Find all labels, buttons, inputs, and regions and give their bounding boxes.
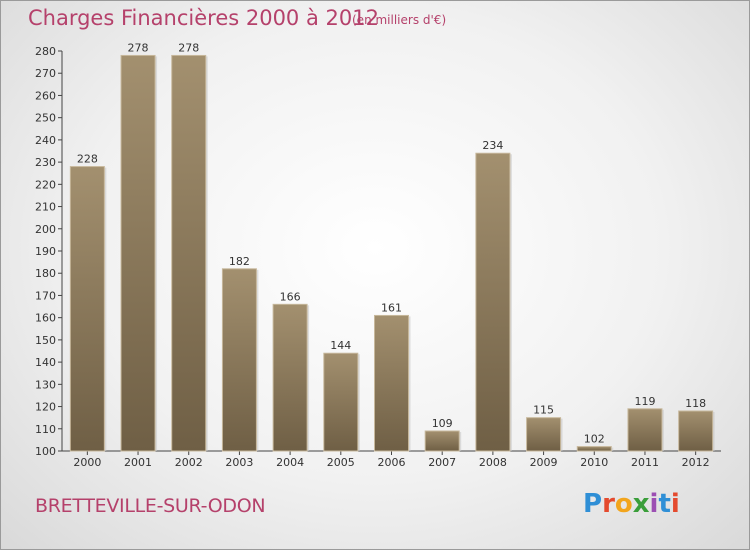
x-tick-label: 2006 (378, 456, 406, 469)
proxiti-logo[interactable]: Proxiti (583, 489, 680, 519)
logo-letter: i (670, 489, 680, 519)
value-label: 115 (533, 404, 554, 417)
bar-2000[interactable] (69, 166, 105, 452)
value-label: 228 (77, 153, 98, 166)
value-label: 234 (482, 139, 503, 152)
y-tick-label: 120 (35, 401, 56, 414)
y-tick-label: 220 (35, 178, 56, 191)
chart-title: Charges Financières 2000 à 2012 (28, 6, 379, 30)
bar-2006[interactable] (374, 314, 409, 452)
bar-2010[interactable] (576, 446, 612, 452)
y-tick-label: 270 (35, 67, 56, 80)
x-tick-label: 2009 (530, 456, 558, 469)
x-tick-label: 2011 (631, 456, 659, 469)
chart-subtitle: (en milliers d'€) (352, 13, 447, 27)
y-tick-label: 170 (35, 289, 56, 302)
x-tick-label: 2003 (225, 456, 253, 469)
logo-letter: t (658, 489, 671, 519)
bar-2003[interactable] (221, 268, 257, 452)
value-label: 109 (432, 417, 453, 430)
y-tick-label: 130 (35, 378, 56, 391)
bar-2008[interactable] (475, 152, 511, 452)
y-axis: 100 110 120 130 140 150 160 170 180 190 200 210 220 2… (35, 45, 63, 458)
y-tick-label: 190 (35, 245, 56, 258)
value-label: 119 (634, 395, 655, 408)
bar-2005[interactable] (323, 352, 359, 452)
y-tick-label: 260 (35, 89, 56, 102)
y-tick-label: 240 (35, 134, 56, 147)
y-tick-label: 150 (35, 334, 56, 347)
x-tick-label: 2007 (428, 456, 456, 469)
x-tick-label: 2001 (124, 456, 152, 469)
value-label: 166 (280, 290, 301, 303)
y-tick-label: 200 (35, 223, 56, 236)
bar-2001[interactable] (120, 54, 156, 452)
y-tick-label: 140 (35, 356, 56, 369)
bar-2002[interactable] (171, 54, 207, 452)
y-tick-label: 160 (35, 312, 56, 325)
value-label: 118 (685, 397, 706, 410)
value-labels: 228 278 278 182 166 144 161 109 234 115 102 119 118 (77, 41, 706, 445)
bar-2012[interactable] (678, 410, 714, 452)
y-tick-label: 100 (35, 445, 56, 458)
value-label: 102 (584, 433, 605, 446)
y-tick-label: 180 (35, 267, 56, 280)
logo-letter: P (583, 489, 603, 519)
bars (69, 54, 715, 452)
logo-letter: x (632, 489, 650, 519)
bar-2011[interactable] (627, 408, 663, 452)
commune-name: BRETTEVILLE-SUR-ODON (35, 495, 266, 517)
y-tick-label: 110 (35, 423, 56, 436)
x-tick-label: 2008 (479, 456, 507, 469)
y-tick-label: 250 (35, 112, 56, 125)
x-axis: 2000 2001 2002 2003 2004 2005 2006 2007 2008 2009… (62, 450, 721, 469)
x-tick-label: 2002 (175, 456, 203, 469)
bar-2004[interactable] (272, 303, 308, 452)
y-tick-label: 210 (35, 201, 56, 214)
value-label: 182 (229, 255, 250, 268)
value-label: 278 (178, 41, 199, 54)
bar-2007[interactable] (424, 430, 460, 452)
value-label: 161 (381, 301, 402, 314)
logo-letter: r (602, 489, 615, 519)
x-tick-label: 2012 (682, 456, 710, 469)
bar-2009[interactable] (526, 417, 562, 452)
x-tick-label: 2004 (276, 456, 304, 469)
logo-letter: o (614, 489, 633, 519)
x-tick-label: 2000 (73, 456, 101, 469)
value-label: 144 (330, 339, 351, 352)
x-tick-label: 2010 (580, 456, 608, 469)
x-tick-label: 2005 (327, 456, 355, 469)
logo-letter: i (649, 489, 659, 519)
value-label: 278 (128, 41, 149, 54)
y-tick-label: 280 (35, 45, 56, 58)
y-tick-label: 230 (35, 156, 56, 169)
